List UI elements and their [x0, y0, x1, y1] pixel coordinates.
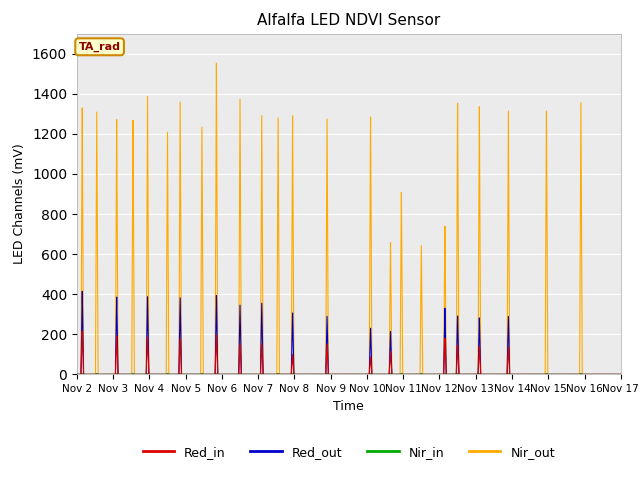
X-axis label: Time: Time [333, 400, 364, 413]
Legend: Red_in, Red_out, Nir_in, Nir_out: Red_in, Red_out, Nir_in, Nir_out [138, 441, 560, 464]
Y-axis label: LED Channels (mV): LED Channels (mV) [13, 144, 26, 264]
Title: Alfalfa LED NDVI Sensor: Alfalfa LED NDVI Sensor [257, 13, 440, 28]
Text: TA_rad: TA_rad [79, 42, 120, 52]
